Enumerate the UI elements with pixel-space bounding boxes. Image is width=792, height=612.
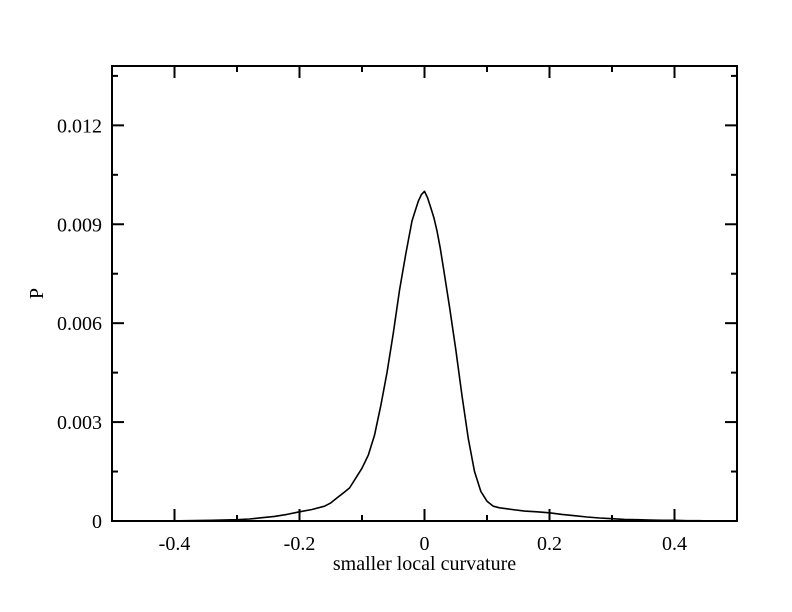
x-tick-label: 0.4: [662, 533, 687, 555]
y-tick-label: 0.009: [57, 214, 102, 236]
x-tick-label: -0.2: [284, 533, 316, 555]
distribution-curve: [137, 190, 713, 522]
x-tick-label: 0.2: [537, 533, 562, 555]
y-axis-label: P: [26, 288, 48, 299]
y-tick-label: 0.006: [57, 313, 102, 335]
tick-labels-layer: -0.4 -0.2 0 0.2 0.4 0 0.003 0.006 0.009 0.012: [57, 115, 687, 555]
y-tick-label: 0.003: [57, 412, 102, 434]
ticks-layer: [111, 66, 738, 522]
x-tick-label: 0: [420, 533, 430, 555]
y-tick-label: 0.012: [57, 115, 102, 137]
x-axis-label: smaller local curvature: [333, 553, 516, 575]
series-layer: [137, 190, 713, 522]
y-tick-label: 0: [92, 511, 102, 533]
x-tick-label: -0.4: [159, 533, 191, 555]
plot-frame: [111, 65, 738, 522]
